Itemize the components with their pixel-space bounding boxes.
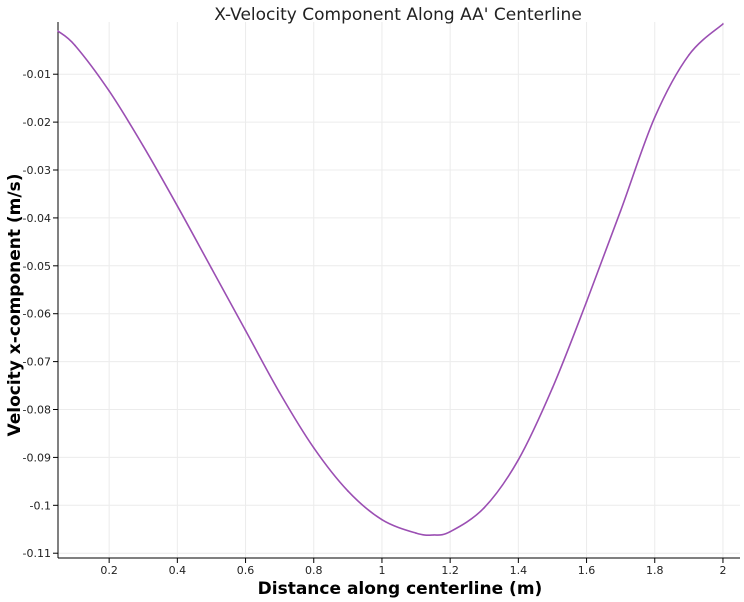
data-point — [551, 387, 554, 389]
grid — [58, 22, 740, 558]
y-tick-label: -0.08 — [23, 404, 51, 417]
y-tick-label: -0.02 — [23, 116, 51, 129]
data-point — [585, 300, 588, 303]
data-point — [653, 116, 656, 119]
x-tick-label: 2 — [719, 564, 726, 577]
data-point — [176, 205, 179, 207]
data-point — [381, 518, 383, 521]
data-point — [722, 23, 724, 25]
data-point — [244, 329, 247, 332]
x-tick-label: 1.6 — [578, 564, 596, 577]
series-layer — [57, 23, 724, 536]
data-point — [688, 54, 690, 56]
tick-labels: 0.2 0.4 0.6 0.8 1 1.2 1.4 1.6 1.8 2 -0.01 -0.02 -0.0… — [23, 68, 727, 577]
data-point — [432, 534, 434, 536]
data-point — [517, 459, 520, 461]
data-point — [449, 530, 451, 533]
y-tick-label: -0.09 — [23, 451, 51, 464]
y-tick-label: -0.05 — [23, 260, 51, 273]
data-point — [483, 506, 486, 509]
y-tick-label: -0.01 — [23, 68, 51, 81]
data-point — [57, 30, 59, 32]
data-point — [278, 391, 281, 394]
chart-title: X-Velocity Component Along AA' Centerlin… — [214, 5, 582, 25]
data-point — [619, 209, 622, 212]
data-point — [108, 90, 110, 92]
series-line — [57, 23, 724, 536]
x-tick-label: 0.8 — [305, 564, 323, 577]
data-point — [210, 267, 213, 270]
x-tick-label: 1.8 — [646, 564, 664, 577]
y-tick-label: -0.1 — [30, 499, 51, 512]
y-tick-label: -0.06 — [23, 308, 51, 321]
x-tick-label: 1.2 — [441, 564, 459, 577]
x-tick-label: 1 — [378, 564, 385, 577]
axes — [53, 22, 740, 563]
x-tick-label: 1.4 — [510, 564, 528, 577]
y-tick-label: -0.07 — [23, 356, 51, 369]
y-tick-label: -0.03 — [23, 164, 51, 177]
data-point — [142, 145, 145, 147]
data-point — [415, 532, 417, 534]
y-tick-label: -0.11 — [23, 547, 51, 560]
x-tick-label: 0.2 — [100, 564, 118, 577]
data-point — [74, 44, 76, 47]
y-tick-label: -0.04 — [23, 212, 51, 225]
data-point — [312, 447, 315, 449]
x-tick-label: 0.6 — [237, 564, 255, 577]
x-axis-title: Distance along centerline (m) — [258, 579, 543, 599]
x-tick-label: 0.4 — [169, 564, 187, 577]
y-axis-title: Velocity x-component (m/s) — [5, 174, 25, 437]
data-point — [347, 490, 349, 492]
